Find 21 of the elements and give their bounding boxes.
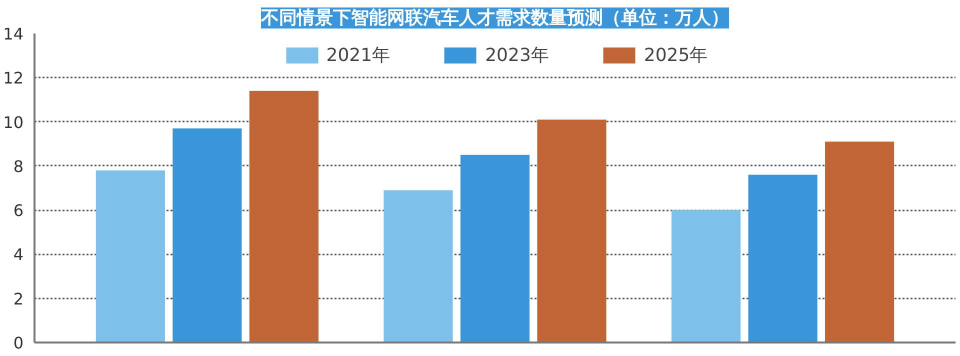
y-tick-label: 6 bbox=[13, 201, 24, 220]
y-tick-label: 12 bbox=[3, 68, 24, 88]
y-tick-label: 0 bbox=[13, 334, 24, 352]
bar bbox=[96, 170, 165, 342]
bar bbox=[748, 174, 818, 342]
y-tick-label: 8 bbox=[13, 156, 24, 176]
bar bbox=[460, 154, 530, 342]
bar bbox=[172, 128, 242, 342]
bar bbox=[672, 210, 741, 342]
legend-label: 2021年 bbox=[326, 44, 390, 67]
y-tick-label: 4 bbox=[13, 245, 24, 264]
bar bbox=[537, 120, 606, 342]
legend-label: 2025年 bbox=[644, 44, 708, 67]
bar bbox=[249, 90, 318, 342]
legend-label: 2023年 bbox=[485, 44, 549, 67]
chart-title: 不同情景下智能网联汽车人才需求数量预测（单位：万人） bbox=[260, 8, 729, 28]
bar bbox=[384, 190, 453, 342]
bar bbox=[825, 142, 894, 342]
y-tick-label: 10 bbox=[3, 112, 24, 132]
y-tick-label: 14 bbox=[3, 24, 24, 44]
y-tick-label: 2 bbox=[13, 289, 24, 308]
